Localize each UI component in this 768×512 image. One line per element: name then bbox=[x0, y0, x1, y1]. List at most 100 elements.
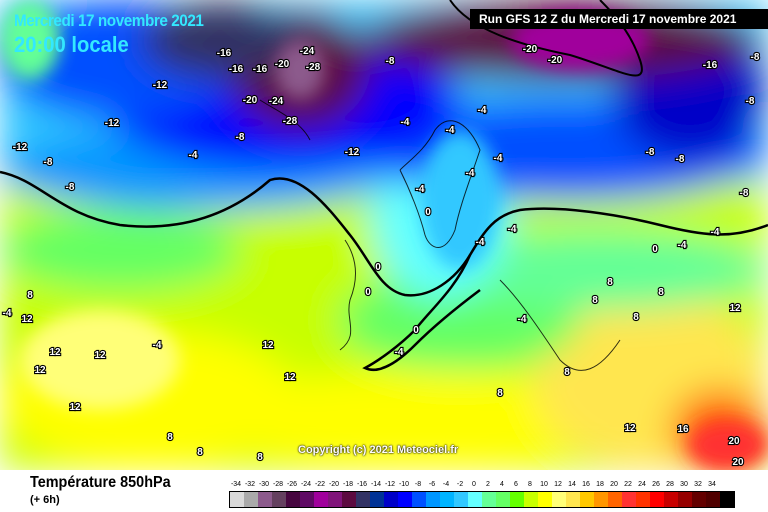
legend-label: 18 bbox=[596, 481, 604, 488]
legend-label: -16 bbox=[356, 481, 368, 488]
map-time: 20:00 locale bbox=[14, 32, 129, 57]
legend-swatch bbox=[342, 492, 356, 507]
legend-label: 10 bbox=[540, 481, 548, 488]
temperature-zone-detail-1 bbox=[275, 40, 325, 100]
legend-label: 30 bbox=[680, 481, 688, 488]
isotherm-label: 8 bbox=[167, 432, 173, 443]
zero-isotherm-south bbox=[362, 254, 481, 371]
legend-label: -22 bbox=[314, 481, 326, 488]
zero-isotherm bbox=[0, 170, 768, 297]
legend-swatch bbox=[412, 492, 426, 507]
legend-swatch bbox=[314, 492, 328, 507]
legend-label: 8 bbox=[528, 481, 532, 488]
legend-label: 24 bbox=[638, 481, 646, 488]
legend-label: 28 bbox=[666, 481, 674, 488]
isotherm-label: 8 bbox=[257, 452, 263, 463]
legend-swatch bbox=[538, 492, 552, 507]
legend-label: -32 bbox=[244, 481, 256, 488]
legend-label: 16 bbox=[582, 481, 590, 488]
legend-label: -24 bbox=[300, 481, 312, 488]
isotherm-label: -4 bbox=[416, 184, 425, 195]
map-canvas: -12 -16 -16 -16 -20 -24 -28 -24 -28 -20 -20 -20 -16 -… bbox=[0, 0, 768, 470]
legend-label: 32 bbox=[694, 481, 702, 488]
legend-label: -14 bbox=[370, 481, 382, 488]
legend-label: 2 bbox=[486, 481, 490, 488]
legend-swatch bbox=[720, 492, 734, 507]
isotherm-label: -20 bbox=[243, 95, 258, 106]
legend-swatch bbox=[706, 492, 720, 507]
legend-label: -2 bbox=[456, 481, 464, 488]
legend-swatch bbox=[566, 492, 580, 507]
temperature-zone-2 bbox=[200, 370, 640, 470]
isotherm-label: 12 bbox=[69, 402, 81, 413]
isotherm-label: 0 bbox=[413, 325, 419, 336]
color-legend bbox=[229, 491, 735, 508]
legend-label: -12 bbox=[384, 481, 396, 488]
legend-swatch bbox=[510, 492, 524, 507]
isotherm-label: 12 bbox=[284, 372, 296, 383]
isotherm-label: 20 bbox=[732, 457, 744, 468]
legend-label: -8 bbox=[414, 481, 422, 488]
footer: Température 850hPa (+ 6h) -34 -32 -30 -2 8 -2… bbox=[0, 470, 768, 512]
legend-swatch bbox=[468, 492, 482, 507]
isotherm-label: -4 bbox=[518, 314, 527, 325]
legend-swatch bbox=[650, 492, 664, 507]
isotherm-label: -20 bbox=[523, 44, 538, 55]
isotherm-label: -12 bbox=[345, 147, 360, 158]
legend-swatch bbox=[454, 492, 468, 507]
isotherm-label: -20 bbox=[548, 55, 563, 66]
legend-swatch bbox=[398, 492, 412, 507]
legend-swatch bbox=[482, 492, 496, 507]
isotherm-label: -8 bbox=[44, 157, 53, 168]
copyright: Copyright (c) 2021 Meteociel.fr bbox=[298, 444, 459, 456]
legend-label: -34 bbox=[230, 481, 242, 488]
isotherm-label: 12 bbox=[729, 303, 741, 314]
isotherm-label: -16 bbox=[229, 64, 244, 75]
legend-swatch bbox=[328, 492, 342, 507]
legend-swatch bbox=[594, 492, 608, 507]
isotherm-label: -24 bbox=[269, 96, 284, 107]
legend-swatch bbox=[370, 492, 384, 507]
temperature-zone-detail-3 bbox=[0, 0, 60, 80]
isotherm-label: -28 bbox=[283, 116, 298, 127]
isotherm-label: -8 bbox=[676, 154, 685, 165]
isotherm-label: 8 bbox=[592, 295, 598, 306]
isotherm-label: 12 bbox=[34, 365, 46, 376]
map-date: Mercredi 17 novembre 2021 bbox=[14, 11, 204, 30]
legend-label: -10 bbox=[398, 481, 410, 488]
legend-swatch bbox=[552, 492, 566, 507]
isotherm-label: 0 bbox=[652, 244, 658, 255]
isotherm-label: 8 bbox=[197, 447, 203, 458]
legend-label: -18 bbox=[342, 481, 354, 488]
isotherm-label: -16 bbox=[703, 60, 718, 71]
legend-swatch bbox=[230, 492, 244, 507]
temperature-zone-detail-2 bbox=[420, 130, 500, 270]
legend-swatch bbox=[636, 492, 650, 507]
legend-label: -6 bbox=[428, 481, 436, 488]
temperature-zone-detail-5 bbox=[20, 310, 180, 410]
isotherm-label: -4 bbox=[153, 340, 162, 351]
isotherm-label: -28 bbox=[306, 62, 321, 73]
isotherm-label: -4 bbox=[3, 308, 12, 319]
legend-label: 26 bbox=[652, 481, 660, 488]
isotherm-label: -4 bbox=[494, 153, 503, 164]
temperature-zone-detail-4 bbox=[688, 420, 768, 470]
legend-swatch bbox=[384, 492, 398, 507]
isotherm-label: 12 bbox=[94, 350, 106, 361]
isotherm-label: -4 bbox=[478, 105, 487, 116]
isotherm-label: 0 bbox=[365, 287, 371, 298]
field-title: Température 850hPa bbox=[30, 474, 171, 491]
isotherm-label: -8 bbox=[236, 132, 245, 143]
legend-swatch bbox=[524, 492, 538, 507]
isotherm-label: 8 bbox=[633, 312, 639, 323]
forecast-offset: (+ 6h) bbox=[30, 494, 60, 506]
legend-label: -30 bbox=[258, 481, 270, 488]
isotherm-label: 12 bbox=[49, 347, 61, 358]
legend-label: 4 bbox=[500, 481, 504, 488]
isotherm-label: 8 bbox=[564, 367, 570, 378]
legend-swatch bbox=[426, 492, 440, 507]
isotherm-label: -4 bbox=[466, 168, 475, 179]
isotherm-label: -4 bbox=[189, 150, 198, 161]
isotherm-label: -8 bbox=[740, 188, 749, 199]
isotherm-label: 20 bbox=[728, 436, 740, 447]
